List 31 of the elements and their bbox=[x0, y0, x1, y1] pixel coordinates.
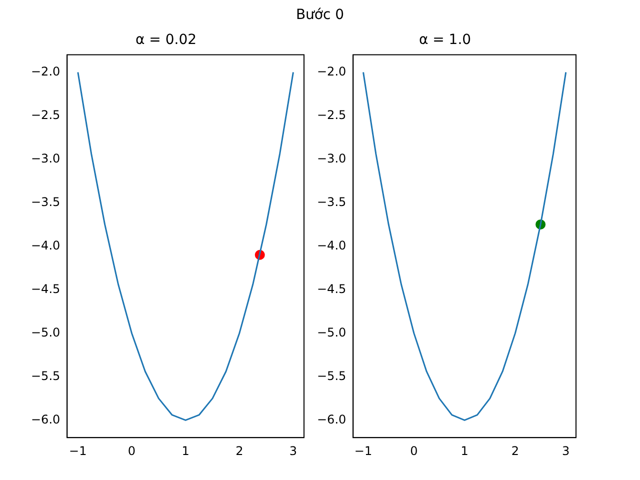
y-tick-label: −4.5 bbox=[31, 282, 60, 296]
x-tick-label: 2 bbox=[236, 444, 244, 458]
y-tick-label: −4.0 bbox=[31, 238, 60, 252]
y-tick-label: −5.0 bbox=[31, 325, 60, 340]
y-tick-label: −3.0 bbox=[31, 151, 60, 166]
chart-title: α = 1.0 bbox=[418, 32, 472, 48]
y-tick-label: −2.5 bbox=[317, 108, 346, 122]
y-tick-label: −6.0 bbox=[31, 412, 60, 426]
x-tick-label: 2 bbox=[511, 444, 520, 458]
y-tick-label: −3.5 bbox=[317, 194, 346, 209]
y-tick-label: −5.0 bbox=[317, 325, 346, 340]
y-tick-label: −2.0 bbox=[317, 64, 346, 78]
y-tick-label: −4.0 bbox=[317, 238, 346, 252]
x-tick-label: 3 bbox=[562, 444, 570, 458]
y-tick-label: −3.5 bbox=[31, 194, 60, 209]
x-tick-label: 1 bbox=[460, 444, 468, 458]
x-tick-label: −1 bbox=[69, 444, 87, 458]
x-tick-label: 1 bbox=[182, 444, 190, 458]
y-tick-label: −5.5 bbox=[31, 368, 60, 383]
y-tick-label: −2.0 bbox=[31, 64, 60, 78]
text: Bước 0 bbox=[294, 7, 346, 23]
y-tick-label: −2.5 bbox=[31, 108, 60, 122]
y-tick-label: −4.5 bbox=[317, 282, 346, 296]
x-tick-label: −1 bbox=[354, 444, 372, 458]
x-tick-label: 0 bbox=[128, 444, 136, 458]
y-tick-label: −6.0 bbox=[317, 412, 346, 426]
y-tick-label: −5.5 bbox=[317, 368, 346, 383]
x-tick-label: 3 bbox=[289, 444, 298, 458]
x-tick-label: 0 bbox=[410, 444, 418, 458]
chart-title: α = 0.02 bbox=[135, 32, 197, 48]
y-tick-label: −3.0 bbox=[317, 151, 346, 166]
